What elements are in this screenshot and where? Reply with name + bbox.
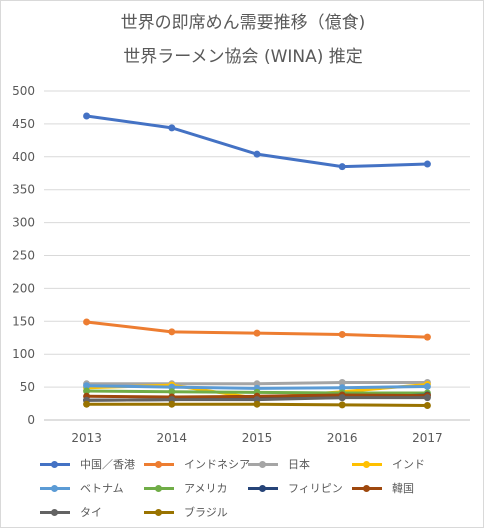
- series-2: [83, 318, 431, 341]
- legend-item: インド: [348, 454, 425, 474]
- x-axis-ticks: 2013 2014 2015 2016 2017: [71, 431, 442, 445]
- data-point: [338, 330, 346, 338]
- data-point: [253, 400, 261, 408]
- legend-item: 日本: [244, 454, 310, 474]
- data-point: [168, 124, 176, 132]
- x-tick-label: 2017: [412, 431, 443, 445]
- data-point: [83, 112, 91, 120]
- legend-swatch: [36, 506, 74, 518]
- data-point: [168, 388, 176, 396]
- series-1: [83, 112, 431, 171]
- legend-item: インドネシア: [140, 454, 250, 474]
- data-point: [83, 382, 91, 390]
- series-group: [83, 112, 431, 410]
- legend-swatch: [244, 482, 282, 494]
- chart-title: 世界の即席めん需要推移（億食): [120, 13, 366, 33]
- legend-item: フィリピン: [244, 478, 343, 498]
- y-tick-label: 500: [12, 84, 35, 98]
- legend-swatch: [140, 458, 178, 470]
- legend-swatch: [140, 506, 178, 518]
- legend-item: ベトナム: [36, 478, 124, 498]
- y-tick-label: 0: [27, 413, 35, 427]
- legend-item: 中国／香港: [36, 454, 135, 474]
- data-point: [83, 318, 91, 326]
- y-tick-label: 100: [12, 347, 35, 361]
- data-point: [338, 394, 346, 402]
- legend-label: タイ: [80, 506, 102, 519]
- data-point: [423, 160, 431, 168]
- data-point: [253, 329, 261, 337]
- legend-item: 韓国: [348, 478, 414, 498]
- legend-swatch: [36, 482, 74, 494]
- legend-label: フィリピン: [288, 482, 343, 495]
- legend-swatch: [348, 458, 386, 470]
- data-point: [338, 401, 346, 409]
- x-tick-label: 2016: [327, 431, 358, 445]
- data-point: [423, 333, 431, 341]
- x-tick-label: 2015: [242, 431, 273, 445]
- y-tick-label: 250: [12, 249, 35, 263]
- y-tick-label: 50: [20, 380, 35, 394]
- y-axis-ticks: 0 50 100 150 200 250 300 350 400 450 500: [12, 84, 35, 427]
- legend-item: ブラジル: [140, 502, 228, 522]
- data-point: [423, 382, 431, 390]
- chart-legend: 中国／香港 インドネシア 日本 インドベトナム アメリカ フィリピン 韓国タイ ブラジル: [0, 448, 484, 526]
- legend-item: アメリカ: [140, 478, 227, 498]
- legend-swatch: [348, 482, 386, 494]
- legend-label: ブラジル: [184, 506, 228, 519]
- data-point: [423, 402, 431, 410]
- legend-label: ベトナム: [80, 482, 124, 495]
- data-point: [253, 150, 261, 158]
- data-point: [83, 387, 91, 395]
- data-point: [168, 400, 176, 408]
- legend-label: インド: [392, 458, 425, 471]
- y-tick-label: 300: [12, 216, 35, 230]
- chart-subtitle: 世界ラーメン協会 (WINA) 推定: [123, 47, 363, 67]
- y-tick-label: 200: [12, 281, 35, 295]
- data-point: [168, 328, 176, 336]
- x-tick-label: 2013: [71, 431, 102, 445]
- data-point: [423, 394, 431, 402]
- y-tick-label: 150: [12, 314, 35, 328]
- data-point: [83, 400, 91, 408]
- data-point: [338, 384, 346, 392]
- y-tick-label: 400: [12, 150, 35, 164]
- legend-swatch: [36, 458, 74, 470]
- data-point: [338, 378, 346, 386]
- legend-label: 中国／香港: [80, 458, 135, 471]
- legend-item: タイ: [36, 502, 102, 522]
- data-point: [338, 163, 346, 171]
- legend-label: アメリカ: [184, 482, 228, 495]
- y-tick-label: 350: [12, 183, 35, 197]
- legend-label: 韓国: [392, 482, 414, 495]
- gridlines: [44, 90, 470, 421]
- legend-label: インドネシア: [184, 458, 250, 471]
- legend-swatch: [244, 458, 282, 470]
- legend-swatch: [140, 482, 178, 494]
- legend-label: 日本: [288, 458, 310, 471]
- x-tick-label: 2014: [157, 431, 188, 445]
- y-tick-label: 450: [12, 117, 35, 131]
- series-10: [83, 400, 431, 410]
